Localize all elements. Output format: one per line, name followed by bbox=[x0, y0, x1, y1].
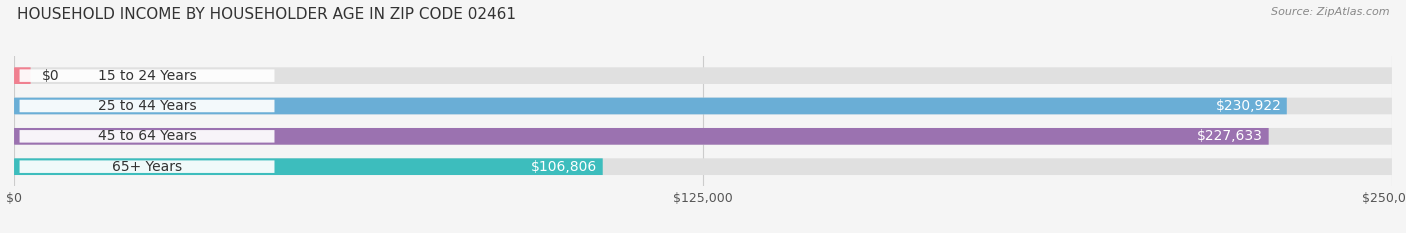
Text: Source: ZipAtlas.com: Source: ZipAtlas.com bbox=[1271, 7, 1389, 17]
FancyBboxPatch shape bbox=[20, 160, 274, 173]
FancyBboxPatch shape bbox=[14, 67, 31, 84]
FancyBboxPatch shape bbox=[20, 100, 274, 112]
Text: 25 to 44 Years: 25 to 44 Years bbox=[97, 99, 197, 113]
FancyBboxPatch shape bbox=[20, 130, 274, 143]
FancyBboxPatch shape bbox=[20, 69, 274, 82]
Text: $230,922: $230,922 bbox=[1215, 99, 1281, 113]
Text: $227,633: $227,633 bbox=[1198, 129, 1263, 143]
FancyBboxPatch shape bbox=[14, 158, 603, 175]
Text: $106,806: $106,806 bbox=[531, 160, 598, 174]
Text: 65+ Years: 65+ Years bbox=[112, 160, 183, 174]
Text: 15 to 24 Years: 15 to 24 Years bbox=[97, 69, 197, 83]
FancyBboxPatch shape bbox=[14, 158, 1392, 175]
Text: 45 to 64 Years: 45 to 64 Years bbox=[97, 129, 197, 143]
FancyBboxPatch shape bbox=[14, 128, 1268, 145]
FancyBboxPatch shape bbox=[14, 128, 1392, 145]
Text: HOUSEHOLD INCOME BY HOUSEHOLDER AGE IN ZIP CODE 02461: HOUSEHOLD INCOME BY HOUSEHOLDER AGE IN Z… bbox=[17, 7, 516, 22]
Text: $0: $0 bbox=[42, 69, 59, 83]
FancyBboxPatch shape bbox=[14, 98, 1286, 114]
FancyBboxPatch shape bbox=[14, 67, 1392, 84]
FancyBboxPatch shape bbox=[14, 98, 1392, 114]
